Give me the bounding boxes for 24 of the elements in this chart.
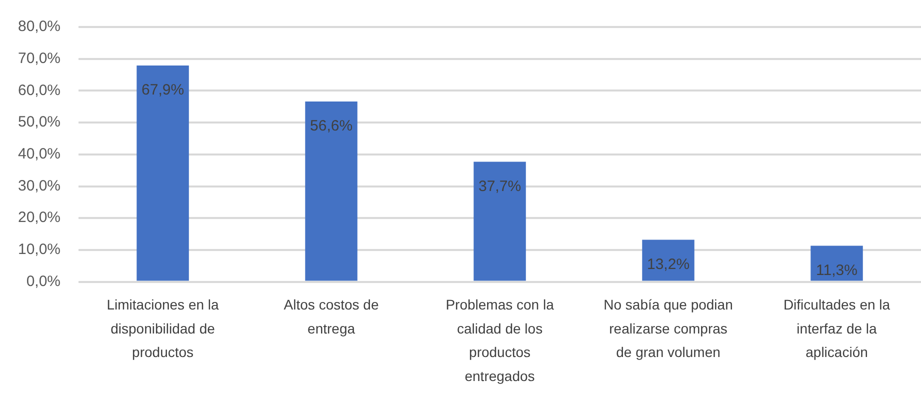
y-tick-label: 0,0% <box>26 272 61 290</box>
y-tick-label: 20,0% <box>18 209 61 226</box>
bar <box>474 162 526 281</box>
y-tick-label: 10,0% <box>18 241 61 258</box>
y-tick-label: 70,0% <box>18 50 61 67</box>
y-tick-label: 80,0% <box>18 18 61 36</box>
y-tick-label: 40,0% <box>18 146 61 163</box>
bar <box>810 246 863 281</box>
x-tick-label: Altos costos de entrega <box>284 296 379 336</box>
y-tick-label: 50,0% <box>18 114 61 131</box>
y-tick-label: 30,0% <box>18 177 61 194</box>
data-label: 13,2% <box>646 256 690 273</box>
x-tick-label: Problemas con la calidad de los productos entregados <box>446 296 554 384</box>
data-label: 67,9% <box>142 82 184 99</box>
x-tick-label: Limitaciones en la disponibilidad de productos <box>106 296 220 360</box>
x-tick-label: No sabía que podian realizarse compras de gran volumen <box>604 296 733 360</box>
x-tick-label: Dificultades en la interfaz de la aplicación <box>783 296 890 360</box>
bar <box>136 66 189 281</box>
bar <box>305 102 358 281</box>
y-tick-label: 60,0% <box>18 82 61 99</box>
data-label: 11,3% <box>816 262 858 279</box>
data-label: 56,6% <box>310 118 353 135</box>
bar <box>642 240 694 281</box>
data-label: 37,7% <box>478 178 522 195</box>
